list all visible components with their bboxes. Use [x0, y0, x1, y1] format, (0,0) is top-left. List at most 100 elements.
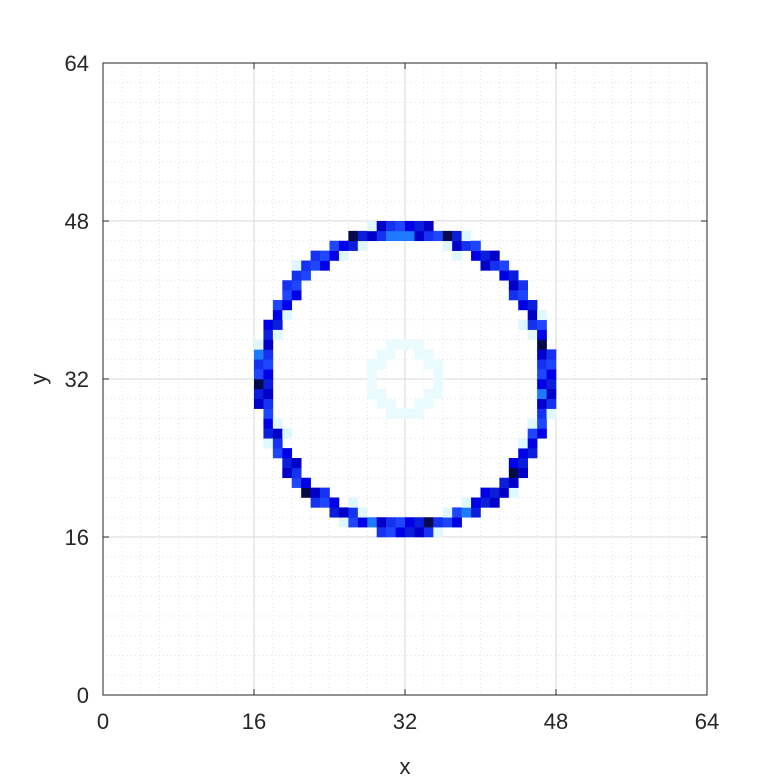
heatmap-cell: [537, 398, 547, 409]
heatmap-cell: [367, 359, 377, 370]
heatmap-cell: [414, 517, 425, 528]
heatmap-cell: [423, 349, 434, 360]
heatmap-cell: [518, 319, 528, 330]
heatmap-cell: [508, 487, 519, 498]
heatmap-cell: [254, 369, 264, 380]
heatmap-cell: [489, 487, 500, 498]
heatmap-cell: [527, 300, 538, 311]
heatmap-cell: [263, 408, 274, 419]
heatmap-cell: [395, 230, 406, 242]
heatmap-cell: [546, 349, 557, 360]
heatmap-cell: [254, 349, 264, 360]
heatmap-cell: [537, 339, 547, 350]
heatmap-cell: [537, 349, 547, 360]
heatmap-cell: [461, 497, 472, 508]
heatmap-cell: [272, 329, 283, 340]
heatmap-cell: [282, 290, 293, 301]
heatmap-cell: [348, 507, 359, 518]
heatmap-cell: [527, 418, 538, 429]
heatmap-cell: [301, 477, 311, 488]
heatmap-cell: [405, 230, 415, 242]
heatmap-cell: [527, 438, 538, 449]
x-axis-label: x: [400, 754, 411, 779]
y-axis-label: y: [26, 374, 51, 385]
heatmap-cell: [320, 487, 330, 498]
heatmap-cell: [386, 339, 396, 350]
heatmap-cell: [272, 448, 283, 459]
heatmap-cell: [414, 398, 425, 409]
heatmap-cell: [395, 517, 406, 528]
heatmap-cell: [537, 428, 547, 439]
heatmap-cell: [310, 487, 321, 498]
heatmap-cell: [471, 250, 481, 261]
heatmap-cell: [414, 349, 425, 360]
heatmap-cell: [546, 388, 557, 400]
heatmap-cell: [367, 221, 377, 232]
heatmap-cell: [329, 497, 340, 508]
heatmap-cell: [282, 280, 293, 291]
x-tick-label: 64: [695, 709, 719, 734]
y-tick-labels: 0 16 32 48 64: [65, 51, 89, 708]
heatmap-cell: [291, 458, 302, 469]
heatmap-cell: [386, 230, 396, 242]
heatmap-cell: [338, 507, 349, 518]
heatmap-cells: [254, 221, 557, 538]
heatmap-cell: [357, 517, 368, 528]
heatmap-cell: [386, 398, 396, 409]
heatmap-cell: [301, 270, 311, 281]
heatmap-cell: [546, 359, 557, 370]
heatmap-cell: [376, 221, 387, 232]
heatmap-cell: [489, 497, 500, 508]
heatmap-cell: [405, 408, 415, 419]
heatmap-cell: [423, 388, 434, 400]
heatmap-cell: [272, 319, 283, 330]
heatmap-cell: [272, 438, 283, 449]
heatmap-cell: [386, 349, 396, 360]
heatmap-cell: [508, 280, 519, 291]
heatmap-cell: [282, 467, 293, 479]
heatmap-cell: [263, 369, 274, 380]
heatmap-cell: [263, 319, 274, 330]
heatmap-cell: [414, 221, 425, 232]
heatmap-cell: [518, 290, 528, 301]
heatmap-cell: [348, 230, 359, 242]
heatmap-cell: [423, 398, 434, 409]
heatmap-cell: [367, 230, 377, 242]
heatmap-cell: [442, 240, 453, 251]
x-tick-label: 48: [544, 709, 568, 734]
heatmap-cell: [376, 517, 387, 528]
heatmap-cell: [263, 329, 274, 340]
heatmap-cell: [395, 221, 406, 232]
y-tick-label: 48: [65, 209, 89, 234]
heatmap-cell: [461, 507, 472, 518]
heatmap-cell: [291, 290, 302, 301]
heatmap-cell: [527, 448, 538, 459]
heatmap-cell: [272, 428, 283, 439]
heatmap-cell: [263, 438, 274, 449]
heatmap-cell: [301, 487, 311, 498]
heatmap-cell: [414, 408, 425, 419]
heatmap-cell: [508, 458, 519, 469]
heatmap-cell: [254, 359, 264, 370]
heatmap-cell: [433, 379, 444, 390]
heatmap-cell: [537, 359, 547, 370]
heatmap-cell: [310, 250, 321, 261]
heatmap-cell: [527, 319, 538, 330]
heatmap-cell: [452, 517, 462, 528]
heatmap-cell: [433, 359, 444, 370]
heatmap-cell: [386, 527, 396, 538]
heatmap-cell: [367, 369, 377, 380]
heatmap-cell: [329, 507, 340, 518]
heatmap-cell: [442, 517, 453, 528]
heatmap-cell: [442, 230, 453, 242]
heatmap-cell: [291, 467, 302, 479]
heatmap-cell: [546, 408, 557, 419]
heatmap-cell: [263, 388, 274, 400]
heatmap-cell: [499, 270, 510, 281]
heatmap-cell: [263, 359, 274, 370]
heatmap-cell: [518, 448, 528, 459]
heatmap-cell: [537, 329, 547, 340]
heatmap-cell: [452, 507, 462, 518]
heatmap-cell: [508, 477, 519, 488]
